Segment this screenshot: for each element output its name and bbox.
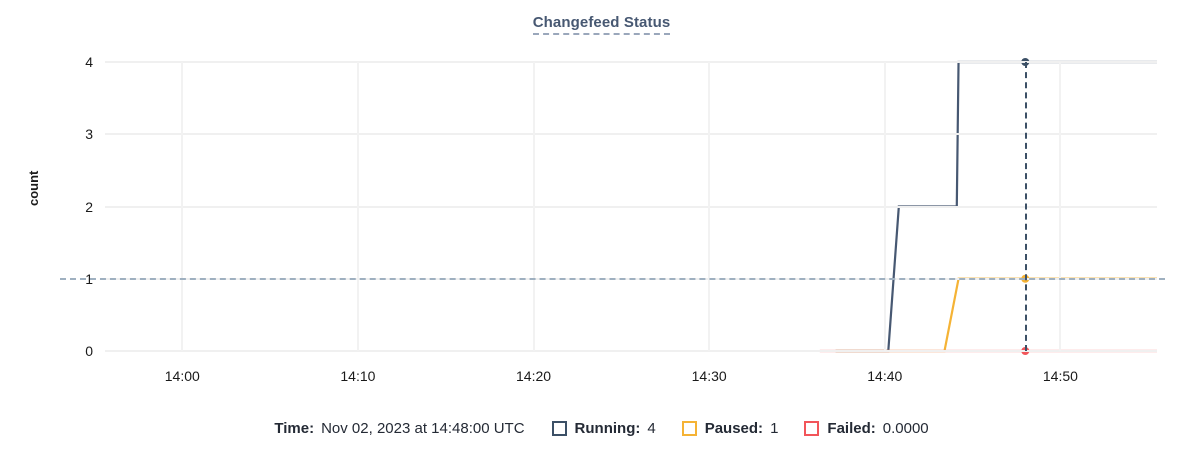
legend-item-label: Running: — [574, 420, 641, 437]
plot-area[interactable] — [60, 58, 1165, 355]
chart-title: Changefeed Status — [0, 14, 1203, 35]
legend-item[interactable]: Failed: 0.0000 — [804, 420, 929, 437]
y-axis-tick-label: 2 — [85, 198, 93, 215]
y-axis-tick-label: 0 — [85, 343, 93, 359]
legend-time-label: Time: — [274, 420, 315, 437]
chart-legend: Time: Nov 02, 2023 at 14:48:00 UTC Runni… — [0, 420, 1203, 437]
gridline-horizontal — [105, 350, 1157, 352]
y-axis-tick-label: 4 — [85, 54, 93, 70]
legend-series-items: Running: 4 Paused: 1 Failed: 0.0000 — [551, 420, 929, 437]
legend-item[interactable]: Running: 4 — [551, 420, 656, 437]
legend-swatch-icon — [551, 421, 567, 436]
legend-item-value: 1 — [770, 420, 779, 437]
gridline-vertical — [708, 62, 711, 351]
crosshair-vertical-line — [1025, 62, 1028, 351]
x-axis-tick-label: 14:50 — [1042, 368, 1078, 384]
legend-item-label: Paused: — [704, 420, 764, 437]
legend-item-label: Failed: — [827, 420, 876, 437]
gridline-horizontal — [105, 61, 1157, 63]
gridline-vertical — [356, 62, 359, 351]
legend-time-value: Nov 02, 2023 at 14:48:00 UTC — [321, 420, 525, 437]
legend-time: Time: Nov 02, 2023 at 14:48:00 UTC — [274, 420, 551, 437]
gridline-horizontal — [105, 205, 1157, 208]
legend-item-value: 4 — [647, 420, 656, 437]
x-axis-tick-label: 14:00 — [164, 368, 200, 384]
gridline-horizontal — [105, 133, 1157, 136]
gridline-vertical — [532, 62, 535, 351]
gridline-vertical — [181, 62, 184, 351]
chart-title-text[interactable]: Changefeed Status — [532, 14, 671, 35]
legend-item[interactable]: Paused: 1 — [681, 420, 779, 437]
legend-swatch-icon — [804, 421, 820, 436]
legend-swatch-icon — [681, 421, 697, 436]
x-axis-tick-label: 14:40 — [867, 368, 903, 384]
x-axis-tick-label: 14:30 — [691, 368, 727, 384]
y-axis-tick-label: 3 — [85, 126, 93, 143]
gridline-vertical — [883, 62, 886, 351]
x-axis-tick-label: 14:20 — [515, 368, 552, 384]
legend-item-value: 0.0000 — [882, 420, 929, 437]
gridline-vertical — [1059, 62, 1062, 351]
crosshair-horizontal-line — [60, 277, 1165, 280]
x-axis-tick-label: 14:10 — [340, 368, 376, 384]
